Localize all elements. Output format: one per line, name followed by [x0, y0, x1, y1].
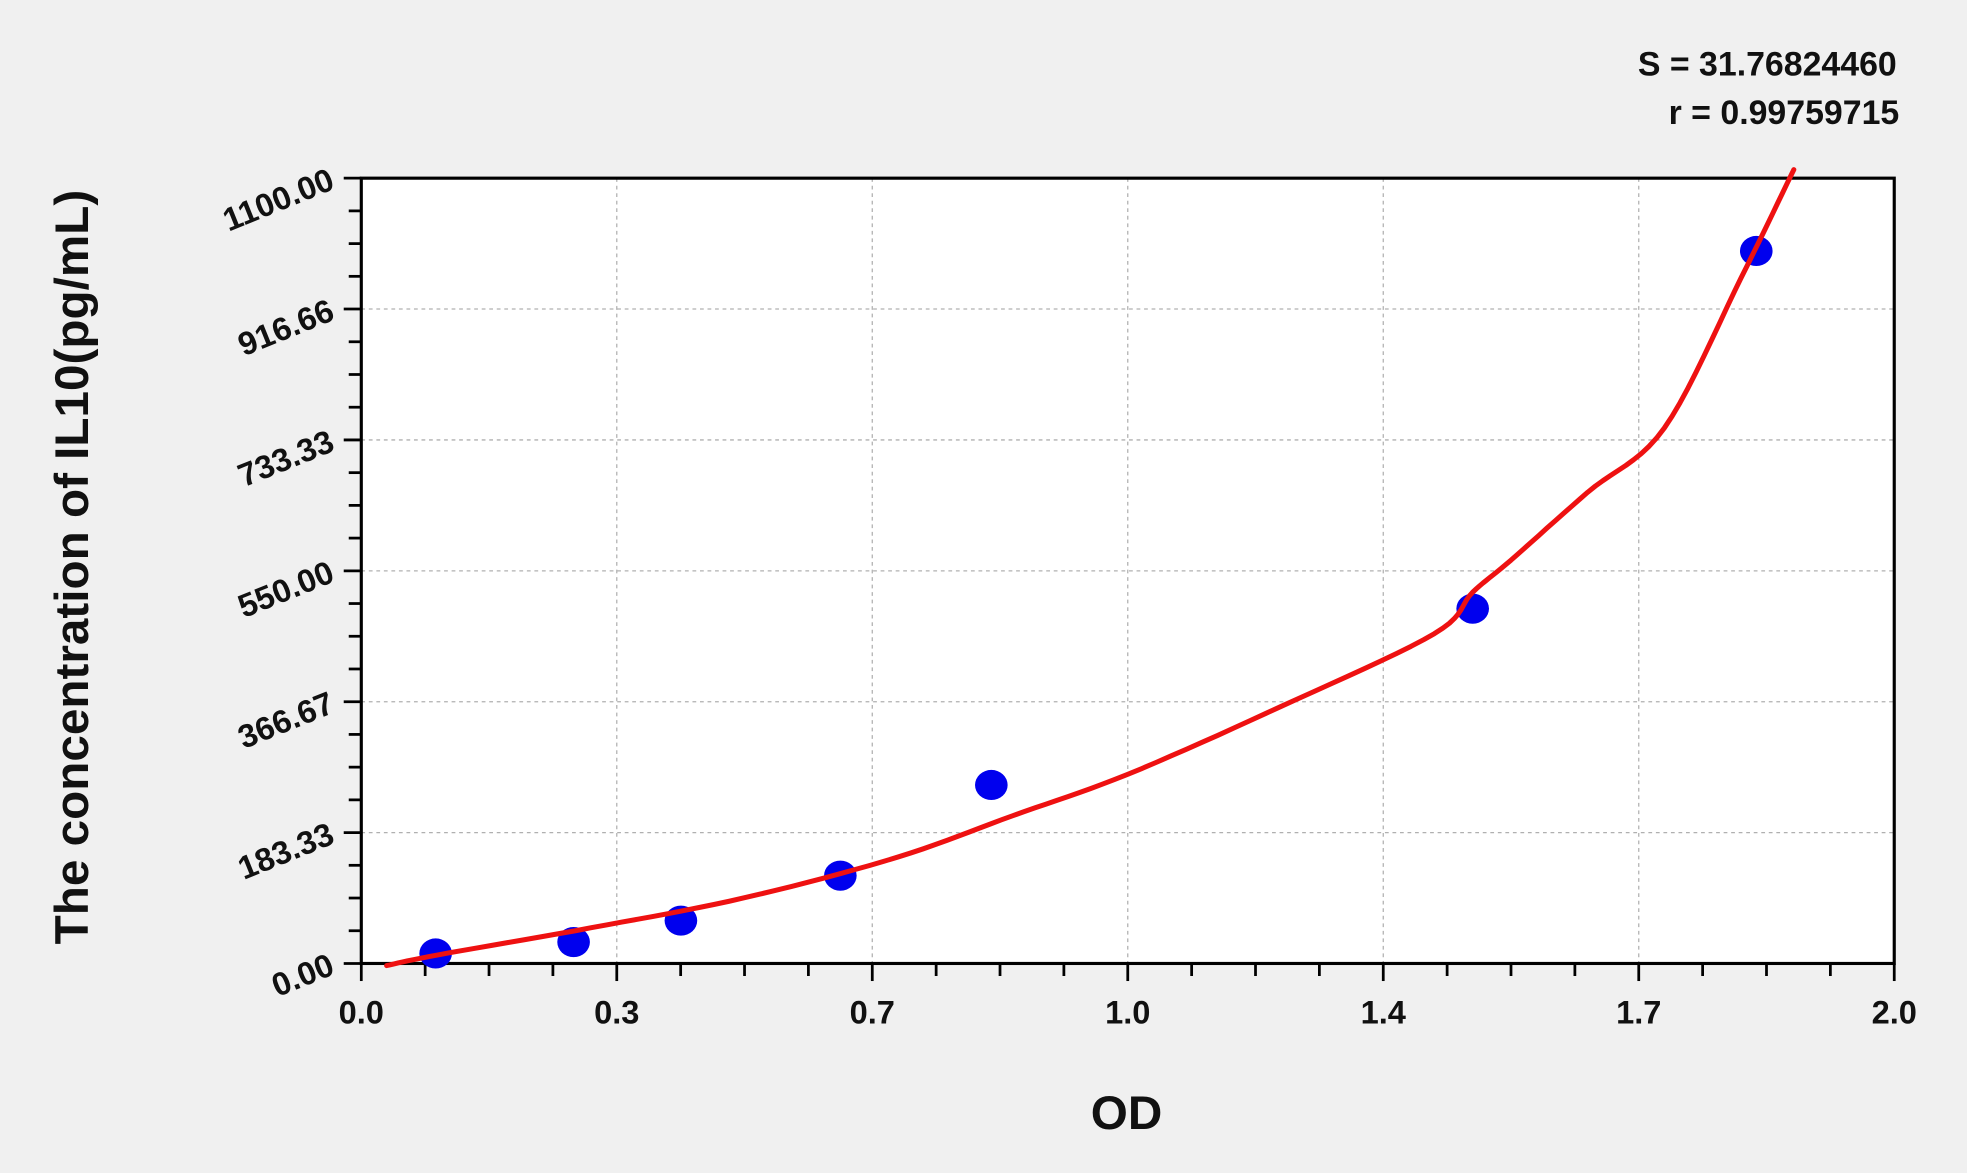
x-tick-label: 1.0 — [1105, 994, 1150, 1031]
y-tick-label: 0.00 — [266, 946, 339, 1004]
x-tick-label: 0.3 — [594, 994, 639, 1031]
y-tick-label: 183.33 — [232, 815, 338, 887]
y-tick-label: 1100.00 — [217, 160, 338, 238]
y-tick-label: 550.00 — [232, 553, 338, 625]
x-tick-label: 1.4 — [1361, 994, 1406, 1031]
axis-ticks — [343, 176, 1896, 982]
plot-border — [359, 176, 1896, 966]
stat-s: S = 31.76824460 — [1638, 45, 1897, 83]
fit-curve — [384, 167, 1797, 969]
y-tick-label: 366.67 — [232, 684, 338, 756]
y-axis-title: The concentration of IL10(pg/mL) — [46, 190, 99, 945]
x-tick-label: 0.0 — [339, 994, 384, 1031]
grid-lines — [361, 178, 1895, 964]
y-tick-label: 733.33 — [232, 422, 338, 494]
stat-r: r = 0.99759715 — [1669, 94, 1900, 132]
x-axis-title: OD — [1091, 1087, 1162, 1140]
x-tick-label: 1.7 — [1616, 994, 1661, 1031]
y-tick-label: 916.66 — [232, 291, 338, 363]
y-tick-labels: 0.00 183.33 366.67 550.00 733.33 916.66 1100.0… — [217, 160, 338, 1003]
data-point — [975, 769, 1008, 801]
x-tick-label: 2.0 — [1872, 994, 1917, 1031]
x-tick-label: 0.7 — [850, 994, 895, 1031]
x-tick-labels: 0.0 0.3 0.7 1.0 1.4 1.7 2.0 — [339, 994, 1917, 1031]
